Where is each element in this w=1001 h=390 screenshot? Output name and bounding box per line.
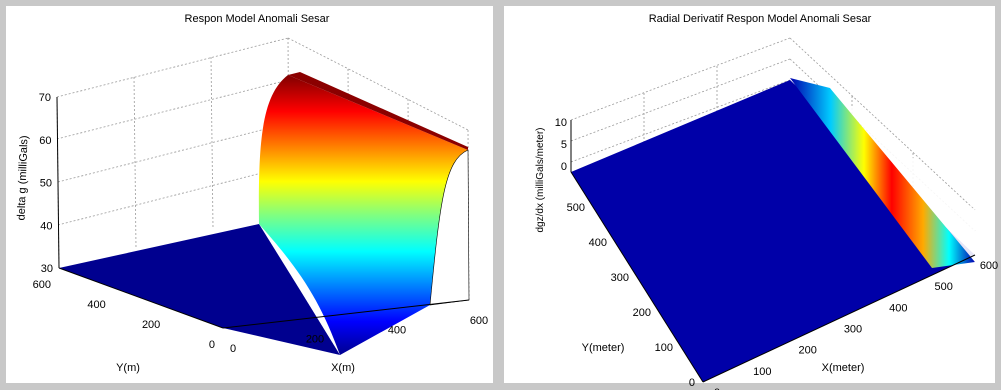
left-z-axis-label: delta g (milliGals) <box>16 135 31 220</box>
right-x-tick-label: 100 <box>753 366 771 378</box>
right-y-axis-label: Y(meter) <box>582 342 625 354</box>
right-surface-base <box>571 80 975 382</box>
left-y-axis-label: Y(m) <box>116 362 140 374</box>
left-chart-panel: 30 40 50 60 70 0 200 400 600 0 200 400 600 Respon Mo… <box>6 6 493 383</box>
left-surface-side <box>429 149 470 306</box>
right-x-tick-label: 300 <box>844 324 862 336</box>
left-y-tick-label: 600 <box>33 279 51 291</box>
right-y-tick-label: 400 <box>589 237 607 249</box>
right-y-tick-label: 300 <box>611 272 629 284</box>
left-z-tick-label: 40 <box>40 220 52 232</box>
right-z-tick-label: 10 <box>555 117 567 129</box>
left-y-tick-label: 0 <box>209 339 215 351</box>
left-surface-step <box>258 75 468 355</box>
right-y-tick-label: 0 <box>689 377 695 389</box>
left-surface-top <box>288 72 468 150</box>
left-chart-title: Respon Model Anomali Sesar <box>185 13 330 25</box>
left-z-tick-label: 30 <box>41 263 53 275</box>
left-z-tick-label: 50 <box>40 178 52 190</box>
left-x-axis-label: X(m) <box>331 362 355 374</box>
left-x-tick-label: 200 <box>306 334 324 346</box>
left-y-tick-label: 400 <box>87 299 105 311</box>
right-x-tick-label: 0 <box>714 387 720 390</box>
left-x-tick-label: 600 <box>470 315 488 327</box>
right-surface-ridge <box>790 78 975 268</box>
right-z-axis-label: dgz/dx (milliGals/meter) <box>535 127 546 232</box>
right-y-tick-label: 100 <box>655 342 673 354</box>
left-tick-group: 30 40 50 60 70 0 200 400 600 0 200 400 600 <box>33 92 489 355</box>
right-x-tick-label: 400 <box>889 302 907 314</box>
right-chart-panel: 051001002003004005000100200300400500600 … <box>504 6 998 390</box>
right-y-tick-label: 200 <box>633 307 651 319</box>
right-x-axis-label: X(meter) <box>822 362 865 374</box>
left-x-tick-label: 0 <box>230 343 236 355</box>
right-x-tick-label: 600 <box>980 260 998 272</box>
left-axes <box>56 96 470 329</box>
right-chart-title: Radial Derivatif Respon Model Anomali Se… <box>649 13 872 25</box>
left-y-tick-label: 200 <box>142 319 160 331</box>
right-y-tick-label: 500 <box>567 202 585 214</box>
left-z-tick-label: 60 <box>39 135 51 147</box>
right-x-tick-label: 500 <box>935 281 953 293</box>
right-z-tick-label: 0 <box>561 161 567 173</box>
right-z-tick-label: 5 <box>561 139 567 151</box>
right-x-tick-label: 200 <box>799 345 817 357</box>
left-z-tick-label: 70 <box>39 92 51 104</box>
right-surface-side <box>830 88 975 262</box>
left-x-tick-label: 400 <box>388 324 406 336</box>
right-axes <box>570 120 976 383</box>
right-tick-group: 051001002003004005000100200300400500600 <box>555 117 998 390</box>
